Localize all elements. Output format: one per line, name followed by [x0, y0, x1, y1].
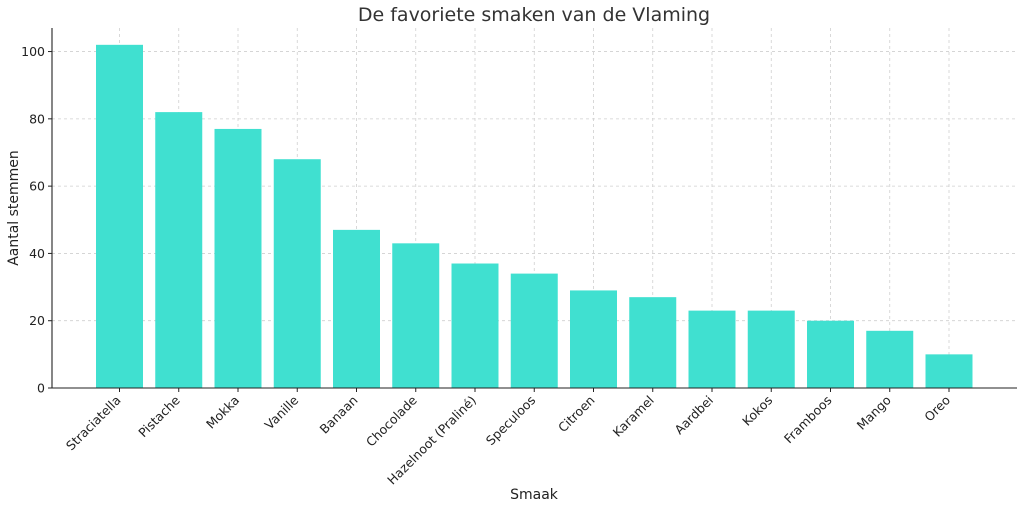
chart-title: De favoriete smaken van de Vlaming: [358, 4, 710, 26]
x-tick-label: Mango: [854, 393, 894, 433]
bar: [747, 310, 795, 388]
x-tick-label: Karamel: [610, 393, 657, 440]
x-tick-label: Straciatella: [63, 393, 124, 454]
y-tick-label: 40: [29, 246, 45, 261]
x-ticks: Straciatella Pistache Mokka Vanille Banaan Ch…: [63, 388, 953, 487]
bar: [214, 128, 262, 389]
x-tick-label: Citroen: [555, 393, 598, 436]
bar: [96, 44, 143, 389]
x-tick-label: Mokka: [203, 393, 242, 432]
x-tick-label: Oreo: [921, 393, 953, 425]
y-axis-label: Aantal stemmen: [6, 150, 22, 266]
bar: [273, 159, 321, 388]
y-tick-label: 0: [37, 381, 45, 396]
bar: [688, 310, 736, 388]
bar: [510, 273, 558, 388]
x-tick-label: Chocolade: [363, 392, 420, 449]
bar: [333, 229, 380, 388]
bar: [155, 112, 203, 388]
y-tick-label: 80: [29, 111, 45, 126]
bar: [925, 354, 973, 388]
bars: [96, 44, 973, 389]
y-tick-label: 100: [21, 44, 45, 59]
x-tick-label: Pistache: [135, 392, 183, 440]
x-axis-label: Smaak: [510, 487, 559, 503]
y-tick-label: 20: [29, 313, 45, 328]
x-tick-label: Aardbei: [671, 393, 716, 438]
bar: [570, 290, 617, 388]
bar: [866, 330, 914, 388]
bar: [629, 297, 677, 388]
bar: [807, 320, 854, 388]
bar: [392, 243, 440, 388]
x-tick-label: Kokos: [739, 393, 775, 429]
x-tick-label: Vanille: [262, 392, 302, 432]
x-tick-label: Framboos: [781, 393, 835, 447]
x-tick-label: Banaan: [316, 393, 360, 437]
y-tick-label: 60: [29, 179, 45, 194]
y-ticks: 0 20 40 60 80 100: [21, 44, 52, 396]
x-tick-label: Speculoos: [483, 393, 539, 449]
bar: [451, 263, 499, 388]
